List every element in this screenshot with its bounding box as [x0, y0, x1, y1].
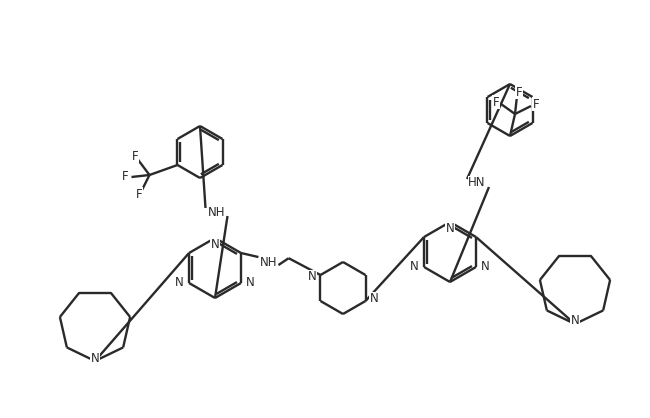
- Text: N: N: [246, 276, 255, 290]
- Text: HN: HN: [468, 176, 486, 189]
- Text: NH: NH: [259, 255, 277, 268]
- Text: N: N: [410, 260, 419, 273]
- Text: NH: NH: [208, 206, 226, 219]
- Text: N: N: [307, 270, 317, 283]
- Text: N: N: [176, 276, 184, 290]
- Text: N: N: [481, 260, 489, 273]
- Text: N: N: [571, 314, 579, 327]
- Text: F: F: [515, 86, 523, 99]
- Text: F: F: [533, 97, 540, 110]
- Text: N: N: [369, 293, 378, 306]
- Text: N: N: [446, 222, 454, 234]
- Text: F: F: [132, 150, 139, 163]
- Text: F: F: [122, 171, 129, 184]
- Text: F: F: [493, 95, 499, 109]
- Text: N: N: [90, 352, 99, 364]
- Text: F: F: [136, 188, 143, 201]
- Text: N: N: [211, 237, 220, 250]
